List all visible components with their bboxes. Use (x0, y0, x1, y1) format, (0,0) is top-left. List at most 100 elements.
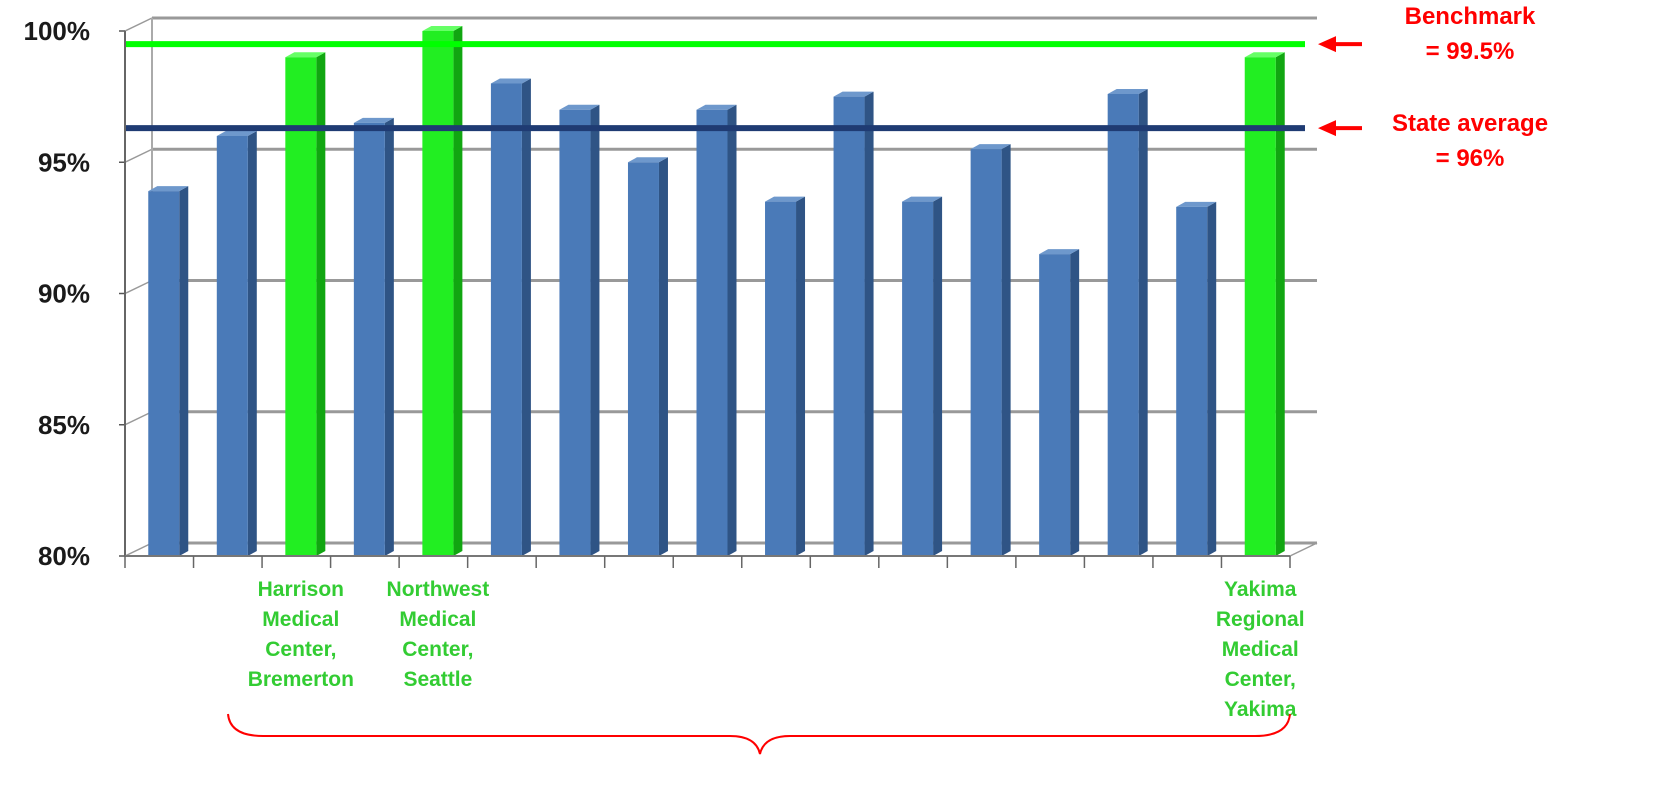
bar (833, 91, 874, 557)
bar (902, 196, 943, 557)
category-label: Seattle (403, 668, 472, 691)
bar-top (902, 196, 943, 202)
bar-side (179, 186, 189, 557)
bar-top (216, 131, 257, 136)
category-label: Northwest (387, 578, 490, 601)
bar-top (1107, 89, 1148, 94)
bar-front (696, 109, 728, 556)
bar-front (627, 162, 659, 556)
bar-top (1176, 201, 1217, 207)
y-tick-label: 90% (38, 279, 90, 309)
category-label: Medical (262, 608, 339, 631)
bar-front (1107, 94, 1139, 556)
bar-front (902, 201, 934, 556)
bar (627, 157, 668, 557)
category-label: Bremerton (248, 668, 354, 691)
gridline-depth (124, 411, 153, 426)
bar (696, 104, 737, 557)
gridline-depth (124, 17, 153, 32)
bar-top (148, 186, 189, 192)
reference-label: = 99.5% (1426, 38, 1515, 65)
bar-front (148, 191, 180, 556)
reference-lines (125, 36, 1362, 137)
bar-front (765, 201, 797, 556)
y-tick-label: 80% (38, 541, 90, 571)
bar-side (1207, 201, 1217, 557)
bar-top (422, 26, 463, 31)
category-label: Center, (402, 638, 473, 661)
bar-front (1176, 206, 1208, 556)
bar-front (833, 96, 865, 556)
bar-front (559, 109, 591, 556)
bar (765, 196, 806, 557)
bar-side (521, 78, 531, 557)
bar-front (285, 57, 317, 556)
bar-side (1138, 89, 1148, 557)
highlighted-bar (285, 52, 326, 557)
bar-side (933, 196, 943, 557)
bar-side (384, 117, 394, 557)
highlighted-bar (1244, 52, 1285, 557)
gridline-depth (124, 542, 153, 557)
bars (148, 26, 1285, 557)
category-label: Center, (1225, 668, 1296, 691)
bar-front (216, 136, 248, 556)
bar-side (247, 131, 257, 557)
bar-top (627, 157, 668, 163)
category-label: Harrison (258, 578, 344, 601)
y-tick-label: 100% (24, 16, 91, 46)
bar-top (353, 117, 394, 123)
bar-side (1275, 52, 1285, 557)
bar (353, 117, 394, 557)
category-label: Medical (1222, 638, 1299, 661)
bar-side (316, 52, 326, 557)
category-label: Regional (1216, 608, 1305, 631)
bar (1176, 201, 1217, 557)
bar-top (696, 104, 737, 110)
callout-arrow-head (1318, 36, 1336, 53)
bar-side (1001, 144, 1011, 557)
category-label: Yakima (1224, 698, 1297, 721)
bar (1039, 249, 1080, 557)
axes (119, 30, 1318, 568)
category-label: Yakima (1224, 578, 1297, 601)
bar-top (970, 144, 1011, 150)
bar-front (490, 83, 522, 556)
bar-front (422, 31, 454, 556)
bar-top (559, 104, 600, 110)
bar (559, 104, 600, 557)
callout-arrow-head (1318, 120, 1336, 137)
reference-label: = 96% (1436, 145, 1505, 172)
bar-top (765, 196, 806, 202)
labels: 80% 85% 90% 95% 100% Benchmark = 99.5% State av… (24, 3, 1548, 755)
floor-depth-edge (1289, 542, 1318, 557)
bar-top (833, 91, 874, 97)
bar-top (1244, 52, 1285, 58)
bar-front (353, 122, 385, 556)
bar-side (590, 104, 600, 557)
bar-top (285, 52, 326, 58)
bar-side (796, 196, 806, 557)
bar (1107, 89, 1148, 557)
y-tick-label: 85% (38, 410, 90, 440)
bar-front (1039, 254, 1071, 556)
bar-side (658, 157, 668, 557)
bar-top (490, 78, 531, 84)
bar-side (727, 104, 737, 557)
grouping-brace (227, 713, 1291, 755)
bar-front (970, 149, 1002, 556)
category-label: Center, (265, 638, 336, 661)
category-label: Medical (399, 608, 476, 631)
bar (216, 131, 257, 557)
reference-label: State average (1392, 110, 1548, 137)
gridline-depth (124, 279, 153, 295)
gridline-depth (124, 148, 153, 163)
bar-top (1039, 249, 1080, 255)
bar (148, 186, 189, 557)
reference-label: Benchmark (1405, 3, 1536, 30)
bar-side (453, 26, 463, 557)
bar (490, 78, 531, 557)
bar-side (864, 91, 874, 557)
bar (970, 144, 1011, 557)
highlighted-bar (422, 26, 463, 557)
